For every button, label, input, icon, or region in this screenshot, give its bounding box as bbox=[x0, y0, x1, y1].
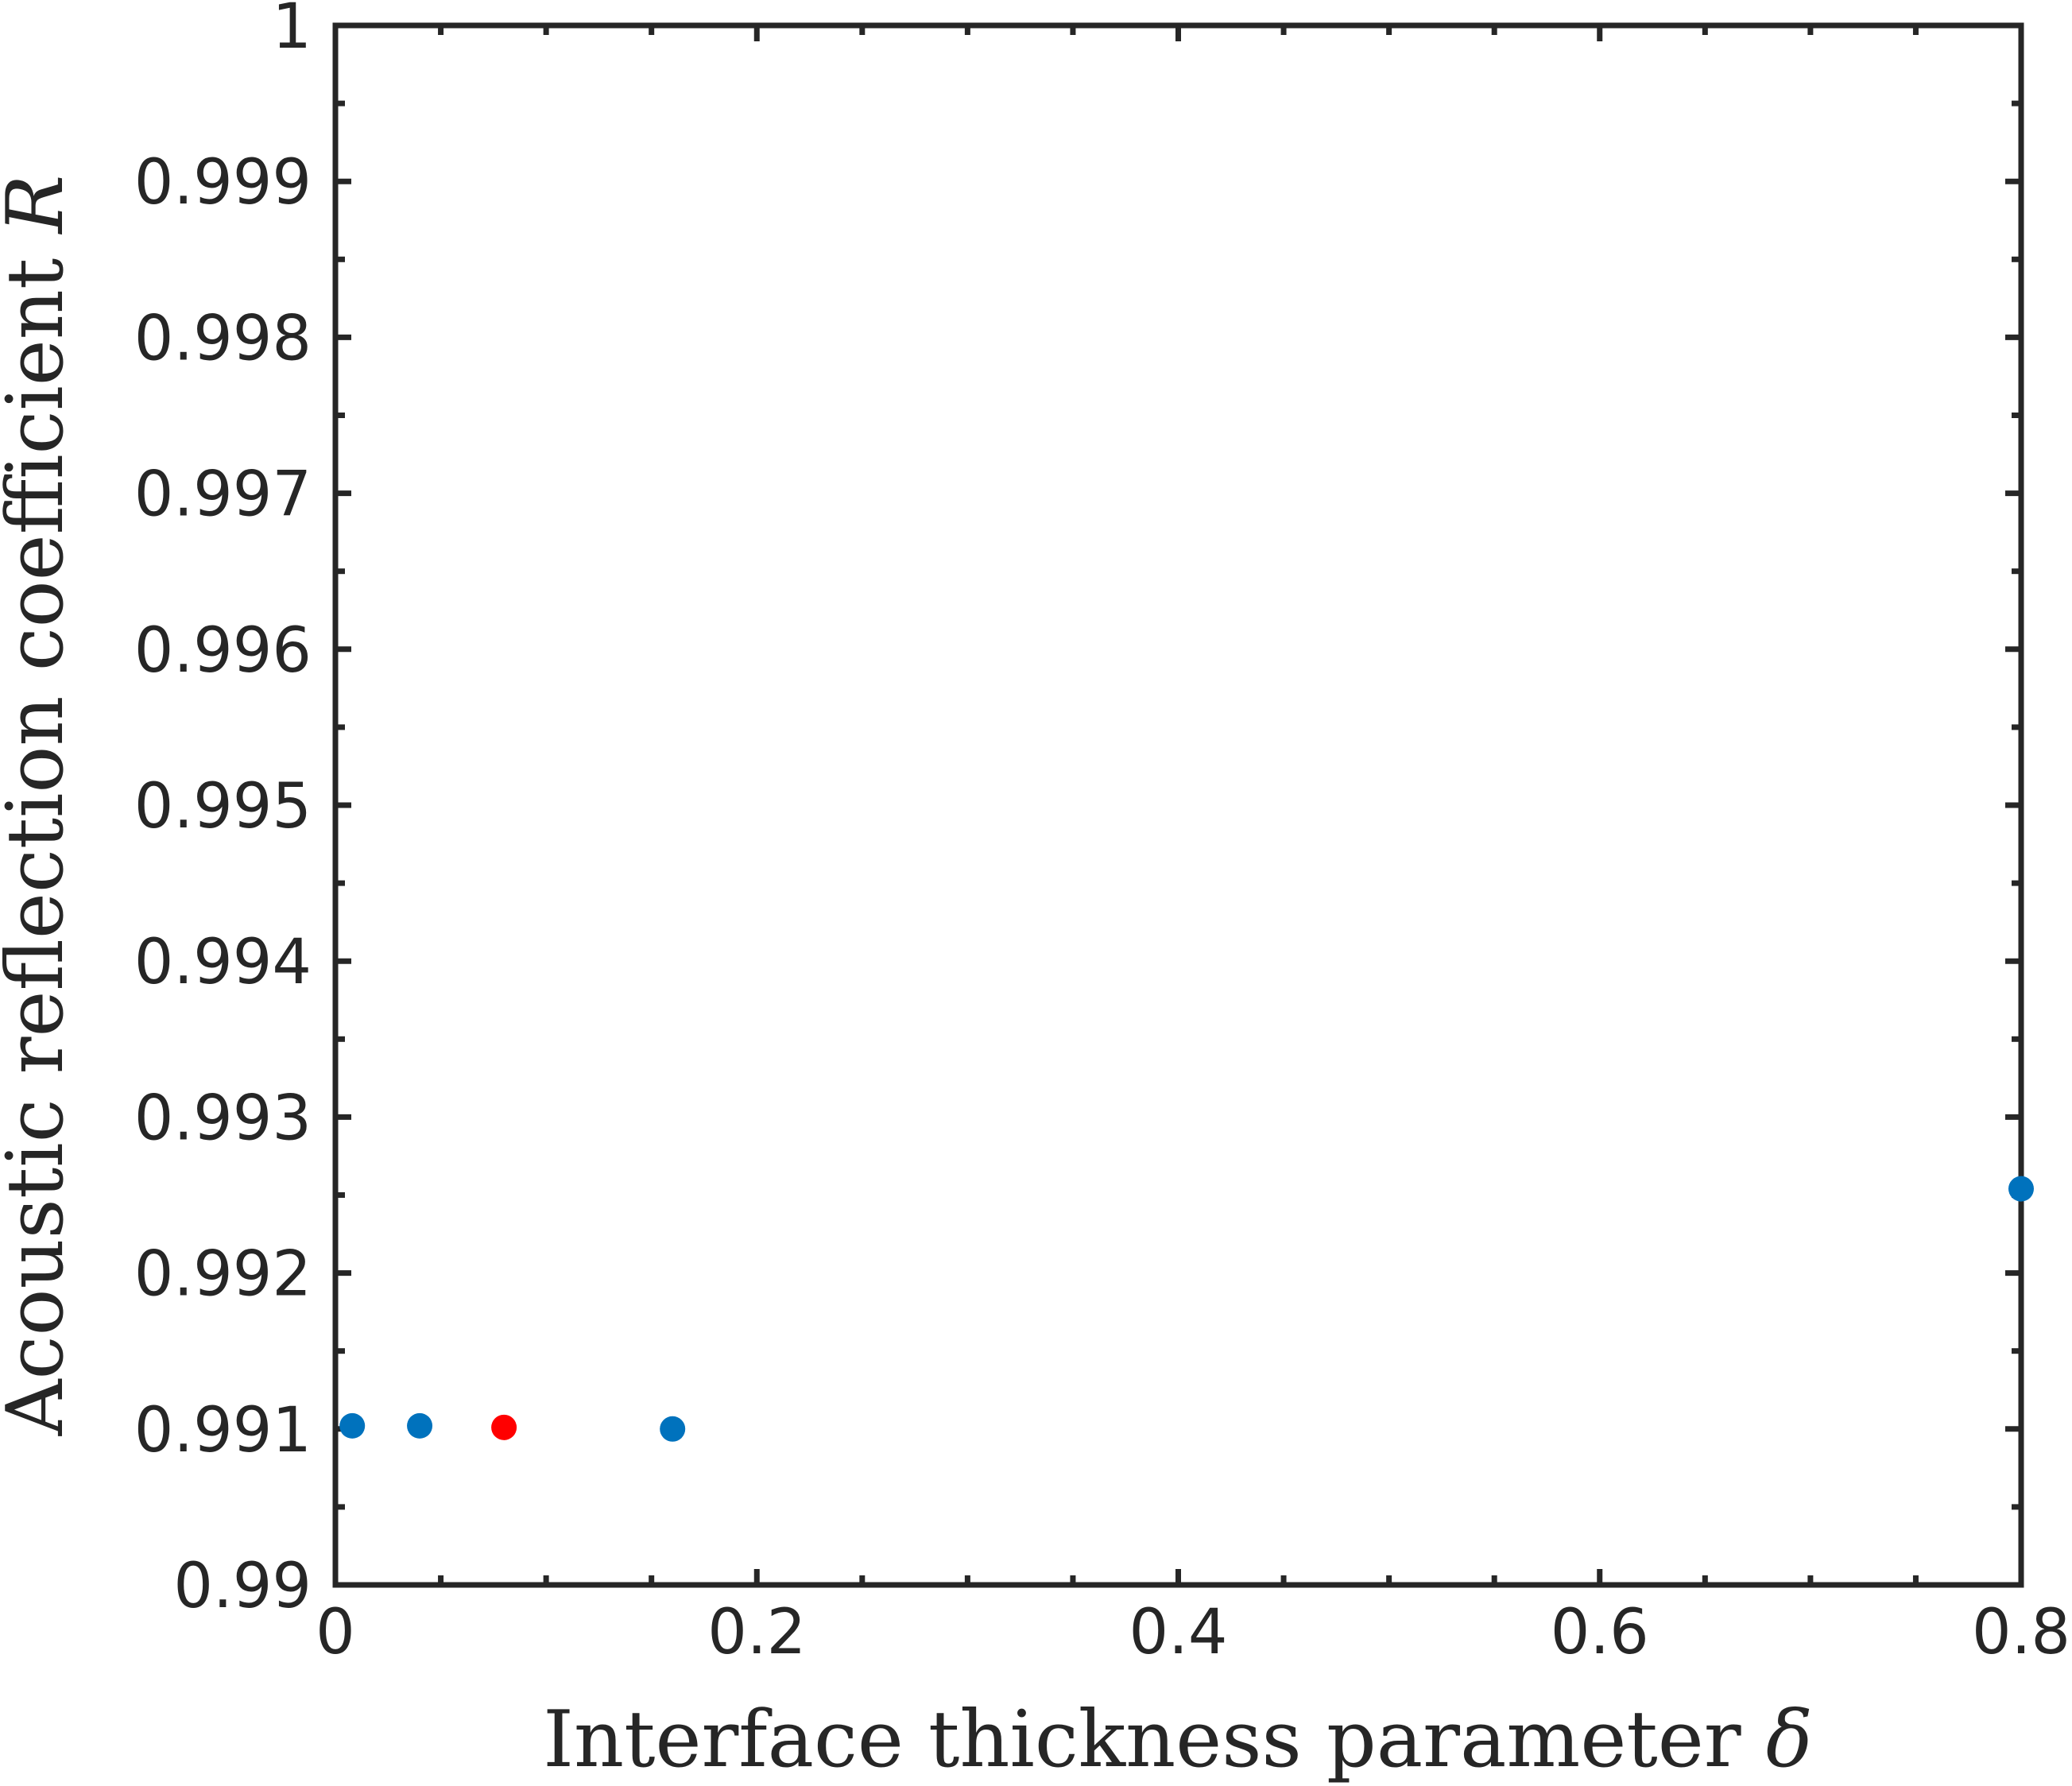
data-point bbox=[339, 1412, 366, 1439]
y-tick-label: 0.994 bbox=[134, 927, 312, 998]
x-tick-labels: 0 0.2 0.4 0.6 0.8 bbox=[316, 1597, 2070, 1668]
axis-ticks bbox=[332, 22, 2024, 1588]
x-tick-label: 0.2 bbox=[707, 1597, 806, 1668]
y-tick-label: 0.993 bbox=[134, 1083, 312, 1154]
y-axis-label-symbol: R bbox=[0, 175, 81, 235]
y-tick-label: 0.999 bbox=[134, 147, 312, 219]
x-axis-label-symbol: δ bbox=[1766, 1695, 1813, 1785]
x-axis-label: Interface thickness parameter δ bbox=[543, 1695, 1813, 1785]
data-point bbox=[2008, 1176, 2034, 1202]
y-tick-label: 0.992 bbox=[134, 1239, 312, 1311]
x-tick-label: 0.8 bbox=[1972, 1597, 2070, 1668]
x-tick-label: 0.6 bbox=[1551, 1597, 1649, 1668]
y-axis-label: Acoustic reflection coefficient R bbox=[0, 175, 81, 1436]
x-axis-label-text: Interface thickness parameter bbox=[543, 1695, 1741, 1785]
y-tick-label: 0.995 bbox=[134, 771, 312, 843]
y-tick-label: 0.998 bbox=[134, 303, 312, 374]
data-points bbox=[339, 1176, 2034, 1442]
y-tick-label: 0.991 bbox=[134, 1395, 312, 1466]
y-tick-label: 1 bbox=[272, 0, 312, 63]
x-tick-label: 0.4 bbox=[1129, 1597, 1227, 1668]
y-tick-label: 0.99 bbox=[173, 1551, 312, 1622]
y-tick-labels: 0.99 0.991 0.992 0.993 0.994 0.995 0.996 0.997 0… bbox=[134, 0, 312, 1622]
x-tick-label: 0 bbox=[316, 1597, 355, 1668]
y-tick-label: 0.997 bbox=[134, 459, 312, 531]
plot-area-frame bbox=[332, 22, 2024, 1588]
y-axis-label-text: Acoustic reflection coefficient bbox=[0, 258, 81, 1436]
data-point bbox=[491, 1414, 517, 1440]
data-point bbox=[407, 1412, 433, 1439]
y-tick-label: 0.996 bbox=[134, 615, 312, 687]
data-point bbox=[660, 1416, 686, 1442]
